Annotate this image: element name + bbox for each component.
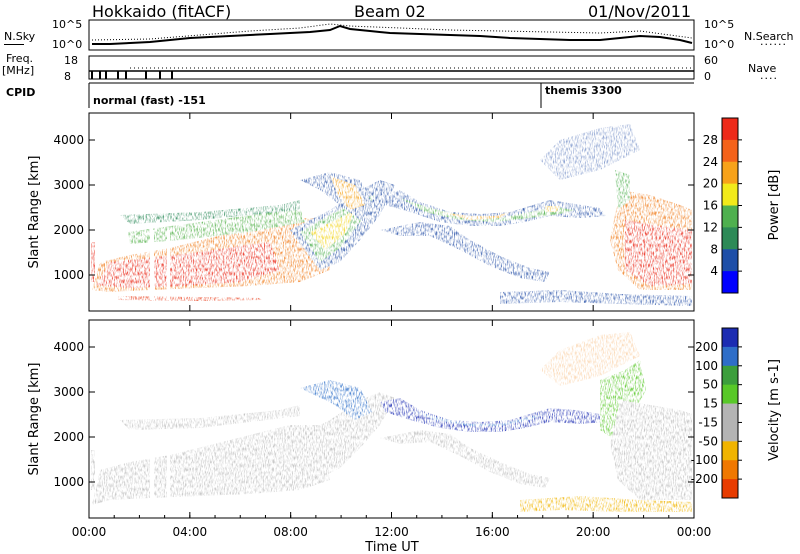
power-colorbar-label: Power [dB] (767, 170, 782, 241)
colorbar-tick-label: -50 (698, 434, 718, 448)
colorbar-tick-label: -200 (691, 472, 718, 486)
noise-panel-frame (88, 19, 695, 51)
colorbar-segment (722, 422, 738, 442)
freq-label-line2: [MHz] (2, 64, 35, 77)
nave-legend: ···· (760, 72, 778, 85)
colorbar-segment (722, 271, 738, 294)
freq-tick-bottom: 8 (64, 70, 71, 83)
cpid-label: CPID (6, 86, 36, 99)
colorbar-segment (722, 441, 738, 461)
x-tick-label: 08:00 (273, 525, 308, 539)
x-axis-label: Time UT (364, 540, 418, 554)
y-tick-label: 4000 (53, 133, 84, 147)
colorbar-segment (722, 460, 738, 480)
power-y-ticks: 1000 2000 3000 4000 (53, 133, 694, 282)
search-noise-trace (91, 23, 693, 41)
y-tick-label: 1000 (53, 268, 84, 282)
y-tick-label: 2000 (53, 223, 84, 237)
beam-title: Beam 02 (354, 2, 426, 21)
colorbar-segment (722, 249, 738, 272)
sky-noise-trace (92, 24, 693, 45)
colorbar-tick-label: -100 (691, 453, 718, 467)
colorbar-segment (722, 346, 738, 367)
colorbar-segment (722, 384, 738, 405)
noise-left-label: N.Sky (4, 30, 36, 43)
colorbar-tick-label: 12 (703, 220, 718, 234)
power-colorbar: 4 8 12 16 20 24 28 (703, 117, 742, 294)
power-panel: 1000 2000 3000 4000 (53, 112, 695, 312)
colorbar-segment (722, 403, 738, 423)
date-title: 01/Nov/2011 (588, 2, 692, 21)
x-tick-label: 16:00 (475, 525, 510, 539)
colorbar-tick-label: 15 (703, 397, 718, 411)
x-tick-label: 12:00 (374, 525, 409, 539)
velocity-scatter (89, 320, 694, 518)
freq-panel (88, 55, 695, 80)
x-tick-label: 04:00 (173, 525, 208, 539)
velocity-colorbar: 200 100 50 15 -15 -50 -100 -200 (691, 327, 742, 499)
noise-tick-top-left: 10^5 (52, 18, 83, 31)
y-tick-label: 4000 (53, 340, 84, 354)
noise-left-underline (4, 44, 24, 45)
colorbar-tick-label: 100 (695, 359, 718, 373)
nave-tick-top: 60 (704, 54, 718, 67)
colorbar-segment (722, 205, 738, 228)
colorbar-tick-label: 24 (703, 155, 718, 169)
velocity-y-ticks: 1000 2000 3000 4000 (53, 340, 694, 489)
noise-right-label: N.Search (744, 30, 794, 43)
colorbar-segment (722, 227, 738, 250)
colorbar-segment (722, 479, 738, 499)
colorbar-tick-label: 200 (695, 340, 718, 354)
colorbar-tick-label: 4 (710, 264, 718, 278)
colorbar-segment (722, 139, 738, 163)
x-tick-label: 20:00 (576, 525, 611, 539)
colorbar-segment (722, 328, 738, 348)
y-tick-label: 2000 (53, 430, 84, 444)
colorbar-segment (722, 161, 738, 185)
power-y-axis-label: Slant Range [km] (27, 156, 42, 269)
velocity-colorbar-label: Velocity [m s-1] (767, 359, 782, 461)
cpid-mode-normal: normal (fast) -151 (93, 94, 206, 107)
colorbar-segment (722, 118, 738, 141)
y-tick-label: 3000 (53, 178, 84, 192)
power-scatter (89, 113, 694, 311)
freq-tick-top: 18 (64, 54, 78, 67)
y-tick-label: 3000 (53, 385, 84, 399)
freq-panel-frame (88, 55, 695, 80)
noise-right-legend: ······ (760, 38, 787, 51)
x-axis-ticks: 00:00 04:00 08:00 12:00 16:00 20:00 00:00 (72, 113, 712, 539)
radar-title: Hokkaido (fitACF) (92, 2, 232, 21)
colorbar-tick-label: 20 (703, 177, 718, 191)
colorbar-frame (721, 327, 739, 499)
freq-spikes (91, 71, 173, 79)
colorbar-tick-label: 16 (703, 199, 718, 213)
velocity-panel: 1000 2000 3000 4000 (53, 319, 695, 519)
nave-label: Nave (748, 62, 777, 75)
x-tick-label: 00:00 (72, 525, 107, 539)
noise-tick-bottom-right: 10^0 (704, 38, 735, 51)
velocity-y-axis-label: Slant Range [km] (27, 363, 42, 476)
freq-label-line1: Freq. (6, 52, 34, 65)
colorbar-segment (722, 365, 738, 386)
colorbar-tick-label: 8 (710, 242, 718, 256)
y-tick-label: 1000 (53, 475, 84, 489)
nave-tick-bottom: 0 (704, 70, 711, 83)
cpid-strip (88, 82, 694, 108)
noise-panel (88, 19, 695, 51)
colorbar-tick-label: 50 (703, 378, 718, 392)
cpid-mode-themis: themis 3300 (545, 84, 622, 97)
colorbar-tick-label: -15 (698, 415, 718, 429)
colorbar-segment (722, 183, 738, 206)
colorbar-tick-label: 28 (703, 133, 718, 147)
noise-tick-bottom-left: 10^0 (52, 38, 83, 51)
x-tick-label: 00:00 (677, 525, 712, 539)
noise-tick-top-right: 10^5 (704, 18, 735, 31)
